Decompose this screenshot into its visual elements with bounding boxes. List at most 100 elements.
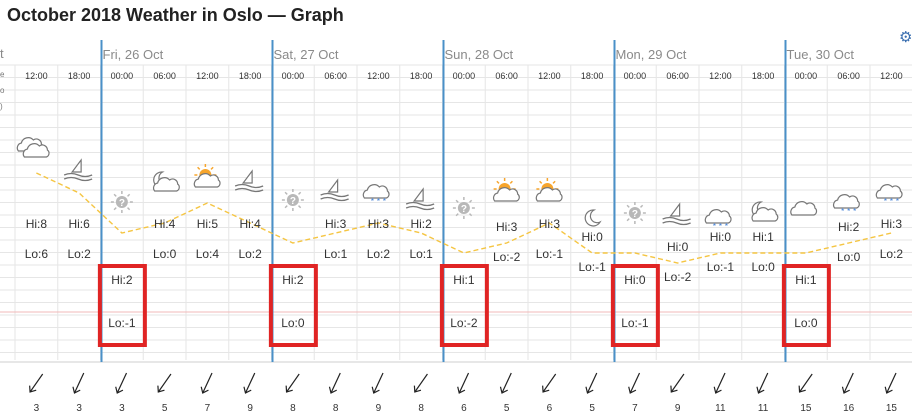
lo-label: Lo:-2 (664, 270, 692, 284)
sun-behind-cloud-icon (492, 178, 520, 202)
lo-label: Lo:2 (238, 247, 262, 261)
wind-arrow-shaft (501, 372, 512, 394)
sun-ray (469, 213, 473, 217)
sun-ray (197, 166, 201, 170)
partly-cloudy-icon (16, 137, 50, 158)
page-title: October 2018 Weather in Oslo — Graph (7, 5, 344, 25)
sun-ray (455, 199, 459, 203)
wind-arrow-icon (585, 372, 598, 394)
cloud-shape (832, 194, 860, 209)
time-label: 06:00 (153, 71, 176, 81)
wind-arrow-shaft (286, 373, 300, 393)
highlight-box (97, 264, 147, 347)
sun-ray (496, 180, 500, 184)
lo-label: Lo:-1 (108, 316, 136, 330)
wind-speed: 6 (461, 403, 467, 414)
sun-behind-cloud-icon (193, 164, 221, 188)
wind-arrow-shaft (202, 372, 213, 394)
wind-stroke (320, 196, 349, 202)
hi-label: Hi:1 (752, 230, 774, 244)
wind-arrow-icon (243, 372, 256, 394)
sun-disc (457, 202, 470, 214)
highlight-box (610, 264, 660, 347)
cloud-shape (875, 184, 903, 199)
sun-ray (455, 213, 459, 217)
sun-ray (469, 199, 473, 203)
time-label: 12:00 (880, 71, 903, 81)
snowflake: * (841, 207, 844, 216)
hi-label: Hi:3 (539, 217, 561, 231)
wind-arrow-head (499, 386, 508, 394)
hi-label: Hi:3 (368, 217, 390, 231)
moon-shape (584, 209, 602, 227)
wind-arrow-icon (29, 373, 44, 393)
lo-label: Lo:0 (153, 247, 177, 261)
hi-label: Hi:2 (282, 273, 304, 287)
gear-icon[interactable]: ⚙ (899, 29, 912, 46)
windy-night-icon (320, 178, 349, 202)
wind-arrow-shaft (330, 372, 341, 394)
overcast-icon (790, 201, 818, 216)
lo-label: Lo:0 (281, 316, 305, 330)
cloud-shape (535, 187, 563, 202)
lo-label: Lo:-1 (621, 316, 649, 330)
wind-arrow-shaft (715, 372, 726, 394)
cloud-shape (790, 201, 818, 216)
sun-ray (626, 218, 630, 222)
lo-label: Lo:0 (794, 316, 818, 330)
wind-arrow-head (200, 386, 209, 394)
wind-arrow-icon (115, 372, 128, 394)
wind-arrow-head (542, 385, 550, 393)
axis-left-label: t (0, 46, 4, 61)
wind-speed: 15 (886, 403, 898, 414)
wind-arrow-head (328, 386, 337, 394)
time-label: 12:00 (25, 71, 48, 81)
wind-speed: 9 (247, 403, 253, 414)
hi-label: Hi:3 (496, 220, 518, 234)
wind-arrow-shaft (843, 372, 854, 394)
hi-label: Hi:3 (881, 217, 903, 231)
sun-ray (298, 191, 302, 195)
sun-ray (539, 180, 543, 184)
question-mark: ? (461, 204, 467, 215)
unknown-weather-icon: ? (110, 191, 133, 213)
cloud-shape (492, 187, 520, 202)
wind-speed: 7 (632, 403, 638, 414)
wind-arrow-icon (328, 372, 341, 394)
weather-icons: ?? * * *? ?* * ** * ** * * (16, 137, 903, 231)
wind-stroke (405, 201, 435, 207)
lo-label: Lo:-1 (707, 260, 735, 274)
wind-arrow-shaft (414, 373, 428, 393)
sun-ray (284, 205, 288, 209)
wind-arrow-icon (884, 372, 897, 394)
day-label: Sun, 28 Oct (445, 47, 514, 62)
wind-arrow-icon (72, 372, 85, 394)
snowflake: * (896, 197, 899, 206)
hi-label: Hi:0 (624, 273, 646, 287)
axis-stub: t eo) (0, 46, 5, 111)
lo-label: Lo:2 (67, 247, 91, 261)
sail-shape (669, 202, 681, 217)
day-label: Sat, 27 Oct (274, 47, 339, 62)
highlight-box (781, 264, 831, 347)
clear-night-icon (584, 209, 602, 227)
sun-ray (210, 166, 214, 170)
wind-speed: 16 (843, 403, 855, 414)
sun-ray (127, 193, 131, 197)
light-snow-icon: * * * (704, 209, 732, 231)
time-label: 18:00 (410, 71, 433, 81)
wind-arrow-shaft (458, 372, 470, 394)
wind-arrow-shaft (157, 373, 172, 393)
wind-speed: 3 (76, 403, 82, 414)
wind-arrow-icon (713, 372, 726, 394)
wind-speed: 8 (418, 403, 424, 414)
wind-stroke (234, 187, 264, 193)
wind-arrow-icon (200, 372, 213, 394)
hi-label: Hi:8 (26, 217, 48, 231)
sun-ray (640, 204, 644, 208)
cloud-shape (22, 143, 50, 158)
cloudy-night-icon (152, 171, 180, 192)
highlight-box (268, 264, 318, 347)
question-mark: ? (632, 209, 638, 220)
sun-ray (626, 204, 630, 208)
